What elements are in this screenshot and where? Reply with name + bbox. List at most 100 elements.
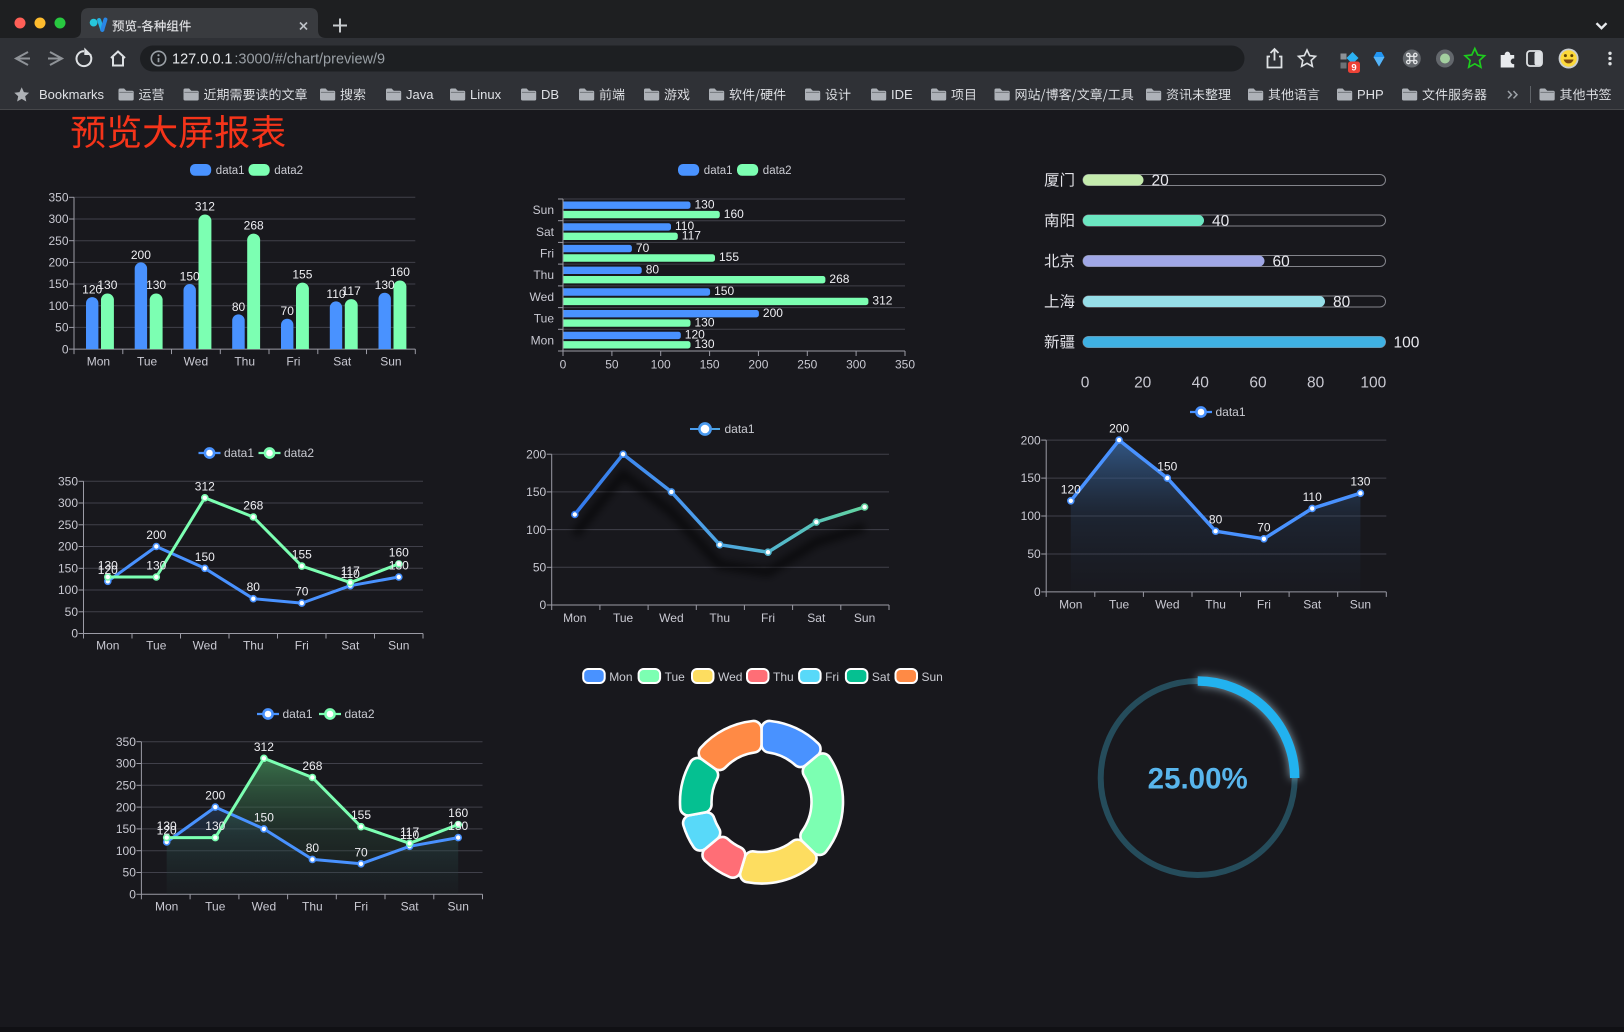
svg-text:70: 70: [281, 304, 295, 318]
svg-text:0: 0: [62, 342, 69, 356]
svg-text:Fri: Fri: [286, 354, 300, 368]
svg-text:Wed: Wed: [1155, 597, 1179, 611]
svg-text:200: 200: [58, 540, 78, 554]
svg-text:Thu: Thu: [243, 639, 264, 653]
svg-text:data2: data2: [345, 707, 375, 721]
svg-text:Wed: Wed: [530, 290, 554, 304]
svg-text:110: 110: [326, 287, 345, 301]
svg-text:200: 200: [205, 789, 225, 803]
svg-text:Wed: Wed: [193, 639, 217, 653]
svg-text:Mon: Mon: [609, 670, 632, 684]
svg-text:130: 130: [146, 278, 166, 292]
svg-text:350: 350: [48, 191, 68, 205]
svg-text:0: 0: [540, 598, 547, 612]
svg-text:80: 80: [1333, 294, 1351, 311]
svg-text:50: 50: [123, 866, 137, 880]
svg-text:130: 130: [389, 559, 409, 573]
svg-text:Fri: Fri: [761, 611, 775, 625]
svg-text:80: 80: [646, 263, 660, 277]
svg-text:80: 80: [247, 580, 261, 594]
svg-text:300: 300: [58, 496, 78, 510]
svg-text:268: 268: [302, 759, 322, 773]
svg-text:200: 200: [763, 306, 783, 320]
svg-text:50: 50: [533, 561, 547, 575]
svg-text:data1: data1: [1216, 405, 1246, 419]
svg-text:100: 100: [1394, 334, 1420, 351]
svg-text:100: 100: [1360, 374, 1386, 391]
svg-text:312: 312: [195, 479, 215, 493]
svg-text:0: 0: [129, 888, 136, 902]
svg-text:120: 120: [1061, 482, 1081, 496]
svg-text:130: 130: [375, 278, 395, 292]
svg-text:80: 80: [1307, 374, 1325, 391]
svg-text:155: 155: [351, 808, 371, 822]
svg-text:Tue: Tue: [665, 670, 686, 684]
svg-text:Bookmarks: Bookmarks: [39, 87, 105, 102]
svg-text:Mon: Mon: [96, 639, 119, 653]
svg-text:Sun: Sun: [533, 203, 554, 217]
svg-text:150: 150: [1157, 460, 1177, 474]
svg-text:0: 0: [1081, 374, 1090, 391]
svg-text:Fri: Fri: [295, 639, 309, 653]
svg-text:150: 150: [700, 358, 720, 372]
svg-text:Sat: Sat: [401, 899, 420, 913]
svg-text:120: 120: [98, 563, 118, 577]
svg-text:Mon: Mon: [563, 611, 586, 625]
svg-text:Wed: Wed: [659, 611, 683, 625]
svg-text:80: 80: [306, 841, 320, 855]
svg-text:80: 80: [232, 300, 246, 314]
svg-text:Mon: Mon: [1059, 597, 1082, 611]
svg-text:40: 40: [1212, 213, 1230, 230]
svg-text:Thu: Thu: [234, 354, 255, 368]
svg-text:130: 130: [146, 559, 166, 573]
svg-text:100: 100: [651, 358, 671, 372]
svg-text:300: 300: [846, 358, 866, 372]
svg-text:312: 312: [254, 740, 274, 754]
svg-text:155: 155: [292, 548, 312, 562]
svg-text:250: 250: [48, 234, 68, 248]
svg-text:Tue: Tue: [137, 354, 158, 368]
svg-text:150: 150: [48, 277, 68, 291]
svg-text:110: 110: [341, 567, 360, 581]
svg-text:250: 250: [116, 779, 136, 793]
svg-text:Thu: Thu: [709, 611, 730, 625]
svg-text:70: 70: [354, 845, 368, 859]
svg-text:100: 100: [526, 523, 546, 537]
svg-text:Linux: Linux: [470, 87, 502, 102]
svg-text:60: 60: [1273, 253, 1291, 270]
svg-text:Sat: Sat: [872, 670, 891, 684]
svg-text:PHP: PHP: [1357, 87, 1384, 102]
svg-text:110: 110: [1303, 490, 1322, 504]
svg-text:117: 117: [682, 229, 701, 243]
svg-text:127.0.0.1: 127.0.0.1: [172, 51, 232, 67]
svg-text:100: 100: [48, 299, 68, 313]
svg-text:40: 40: [1192, 374, 1210, 391]
svg-text:data2: data2: [284, 446, 314, 460]
svg-text:100: 100: [116, 844, 136, 858]
svg-text:50: 50: [55, 321, 69, 335]
svg-text:Wed: Wed: [252, 899, 276, 913]
svg-text:312: 312: [195, 199, 215, 213]
svg-text:120: 120: [82, 283, 102, 297]
svg-text:50: 50: [605, 358, 619, 372]
svg-text:117: 117: [341, 564, 360, 578]
svg-text:150: 150: [116, 822, 136, 836]
svg-text:150: 150: [254, 810, 274, 824]
svg-text:200: 200: [146, 528, 166, 542]
svg-text:Sat: Sat: [1303, 597, 1322, 611]
svg-text:Fri: Fri: [540, 247, 554, 261]
svg-text:150: 150: [526, 485, 546, 499]
svg-text:200: 200: [131, 248, 151, 262]
svg-text:150: 150: [195, 550, 215, 564]
svg-text:Tue: Tue: [1109, 597, 1130, 611]
svg-text:0: 0: [71, 627, 78, 641]
svg-text:200: 200: [116, 800, 136, 814]
svg-text:Tue: Tue: [613, 611, 634, 625]
svg-text:Mon: Mon: [87, 354, 110, 368]
svg-text:350: 350: [895, 358, 915, 372]
svg-text:Sun: Sun: [448, 899, 469, 913]
svg-text:130: 130: [448, 819, 468, 833]
svg-text:250: 250: [797, 358, 817, 372]
svg-text:200: 200: [1021, 433, 1041, 447]
svg-text:70: 70: [636, 241, 650, 255]
